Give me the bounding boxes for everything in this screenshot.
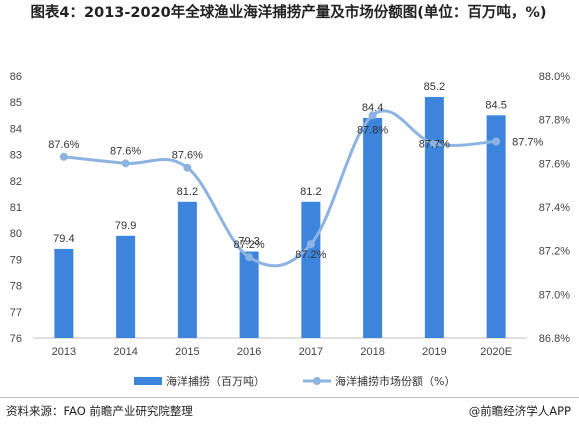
share-line <box>62 109 498 268</box>
footer-divider <box>0 397 579 398</box>
bar-value-label: 81.2 <box>177 186 198 198</box>
y-left-tick-label: 77 <box>10 307 22 319</box>
y-left-tick-label: 86 <box>10 71 22 83</box>
x-tick-label: 2017 <box>299 346 323 358</box>
line-point <box>121 159 130 168</box>
y-left-tick-label: 85 <box>10 97 22 109</box>
bar-value-label: 79.9 <box>115 220 136 232</box>
y-left-tick-label: 79 <box>10 254 22 266</box>
bar <box>424 96 444 339</box>
bar <box>177 201 197 338</box>
line-point <box>430 139 439 148</box>
x-tick-label: 2016 <box>237 346 261 358</box>
legend: 海洋捕捞（百万吨） 海洋捕捞市场份额（%） <box>134 374 455 388</box>
line-value-label: 87.7% <box>512 137 543 149</box>
line-value-label: 87.2% <box>295 249 326 261</box>
line-value-label: 87.2% <box>234 239 265 251</box>
legend-bar-swatch <box>134 377 162 385</box>
y-right-tick-label: 86.8% <box>539 333 570 345</box>
line-value-label: 87.6% <box>48 139 79 151</box>
bar-series <box>54 96 506 339</box>
axes: 76 77 78 79 80 81 82 83 84 85 86 86.8% 87.0% 87.2% 87.… <box>10 71 570 358</box>
y-left-tick-label: 76 <box>10 333 22 345</box>
bar-value-label: 81.2 <box>300 186 321 198</box>
x-tick-label: 2013 <box>52 346 76 358</box>
chart-title: 图表4：2013-2020年全球渔业海洋捕捞产量及市场份额图(单位：百万吨，%) <box>30 5 547 21</box>
bar <box>239 251 259 338</box>
line-point <box>306 240 315 249</box>
x-tick-label: 2019 <box>422 346 446 358</box>
y-right-tick-label: 87.8% <box>539 115 570 127</box>
y-left-tick-label: 82 <box>10 176 22 188</box>
x-tick-label: 2014 <box>113 346 137 358</box>
line-value-label: 87.6% <box>110 145 141 157</box>
line-series <box>59 109 501 268</box>
bar <box>486 115 506 338</box>
y-left-tick-label: 78 <box>10 281 22 293</box>
y-left-tick-label: 81 <box>10 202 22 214</box>
source-note: 资料来源：FAO 前瞻产业研究院整理 <box>6 404 193 418</box>
data-labels: 79.4 79.9 81.2 79.3 81.2 84.4 85.2 84.5 87.6% 87.… <box>48 81 543 261</box>
y-right-tick-label: 87.2% <box>539 246 570 258</box>
y-right-tick-label: 87.0% <box>539 289 570 301</box>
y-right-tick-label: 87.4% <box>539 202 570 214</box>
x-tick-label: 2015 <box>175 346 199 358</box>
y-right-tick-label: 87.6% <box>539 158 570 170</box>
y-left-tick-label: 83 <box>10 150 22 162</box>
bar <box>301 201 321 338</box>
bar <box>54 248 74 338</box>
legend-bar-label: 海洋捕捞（百万吨） <box>166 374 265 388</box>
bar-value-label: 84.5 <box>485 99 506 111</box>
bar-value-label: 85.2 <box>424 81 445 93</box>
line-point <box>368 111 377 120</box>
bar <box>363 117 383 338</box>
y-left-tick-label: 80 <box>10 228 22 240</box>
line-point <box>492 137 501 146</box>
legend-line-label: 海洋捕捞市场份额（%） <box>335 374 455 388</box>
brand-credit: @前瞻经济学人APP <box>468 404 571 418</box>
bar-value-label: 79.4 <box>53 233 74 245</box>
legend-line-marker <box>313 377 321 385</box>
bar-value-label: 84.4 <box>362 102 383 114</box>
line-point <box>183 163 192 172</box>
line-value-label: 87.8% <box>357 124 388 136</box>
line-value-label: 87.7% <box>419 139 450 151</box>
line-point <box>245 253 254 262</box>
line-value-label: 87.6% <box>172 150 203 162</box>
x-tick-label: 2020E <box>480 346 512 358</box>
x-tick-label: 2018 <box>360 346 384 358</box>
line-point <box>59 152 68 161</box>
y-left-tick-label: 84 <box>10 123 22 135</box>
y-right-tick-label: 88.0% <box>539 71 570 83</box>
bar <box>116 235 136 338</box>
bar-value-label: 79.3 <box>238 236 259 248</box>
